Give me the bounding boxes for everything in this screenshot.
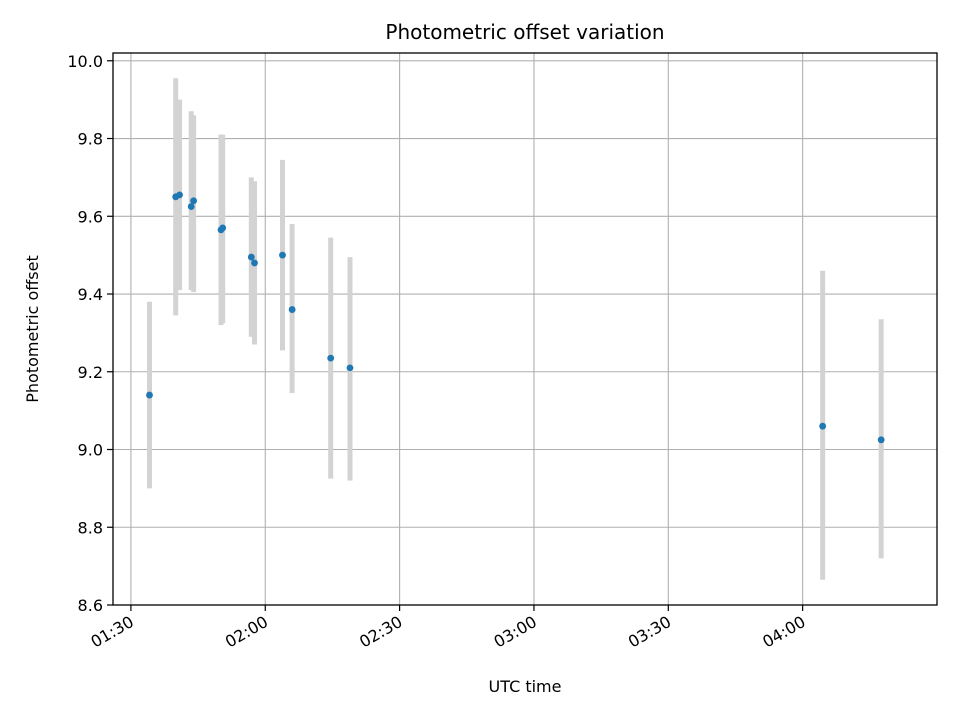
data-point xyxy=(819,422,827,430)
x-axis-title: UTC time xyxy=(489,677,562,696)
y-tick-label: 9.2 xyxy=(78,363,103,382)
data-point xyxy=(187,203,195,210)
plot-frame xyxy=(112,52,938,606)
y-tick-label: 9.0 xyxy=(78,441,103,460)
data-point xyxy=(346,364,354,372)
y-tick-label: 8.6 xyxy=(78,596,103,615)
data-point xyxy=(327,354,335,362)
data-point xyxy=(219,224,227,232)
data-point xyxy=(190,197,198,205)
plot-area xyxy=(112,52,938,606)
data-point xyxy=(176,191,183,199)
plot-background xyxy=(113,53,937,605)
data-point xyxy=(288,306,296,313)
y-tick-label: 8.8 xyxy=(78,518,103,537)
y-tick-label: 9.8 xyxy=(78,130,103,149)
data-point xyxy=(279,251,286,259)
y-tick-label: 10.0 xyxy=(67,52,103,71)
data-point xyxy=(877,436,885,444)
y-axis: 8.6 8.8 9.0 9.2 9.4 9.6 9.8 10.0 xyxy=(67,52,113,615)
data-point xyxy=(146,391,153,399)
chart-title: Photometric offset variation xyxy=(385,20,664,44)
grid xyxy=(113,53,937,606)
y-tick-label: 9.4 xyxy=(78,285,103,304)
y-axis-title: Photometric offset xyxy=(23,255,42,403)
data-point xyxy=(247,253,255,261)
y-tick-label: 9.6 xyxy=(78,207,103,226)
data-point xyxy=(251,259,258,267)
data-points xyxy=(146,191,885,444)
